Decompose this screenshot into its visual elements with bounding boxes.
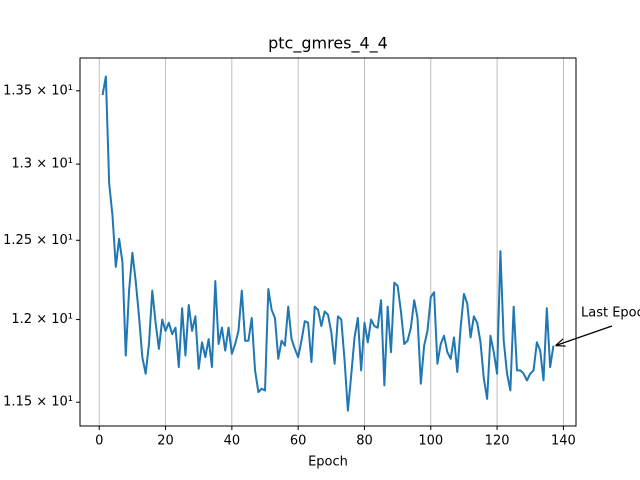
y-tick-label: 1.35 × 10¹	[3, 83, 73, 98]
chart-title: ptc_gmres_4_4	[268, 34, 388, 54]
line	[101, 75, 555, 412]
y-tick-label: 1.3 × 10¹	[11, 157, 73, 172]
plot-frame	[79, 57, 577, 427]
x-tick-label: 120	[485, 434, 510, 449]
x-tick-label: 80	[356, 434, 373, 449]
x-tick-label: 40	[224, 434, 241, 449]
x-tick-label: 140	[551, 434, 576, 449]
x-tick-label: 0	[95, 434, 103, 449]
x-tick-label: 60	[290, 434, 307, 449]
x-tick-label: 100	[418, 434, 443, 449]
y-tick-label: 1.2 × 10¹	[11, 312, 73, 327]
x-tick-label: 20	[157, 434, 174, 449]
annotation-text: Last Epoch	[581, 306, 640, 321]
annotation-arrow	[555, 325, 613, 346]
y-tick-label: 1.15 × 10¹	[3, 395, 73, 410]
x-axis-label: Epoch	[308, 455, 348, 470]
y-tick-label: 1.25 × 10¹	[3, 233, 73, 248]
